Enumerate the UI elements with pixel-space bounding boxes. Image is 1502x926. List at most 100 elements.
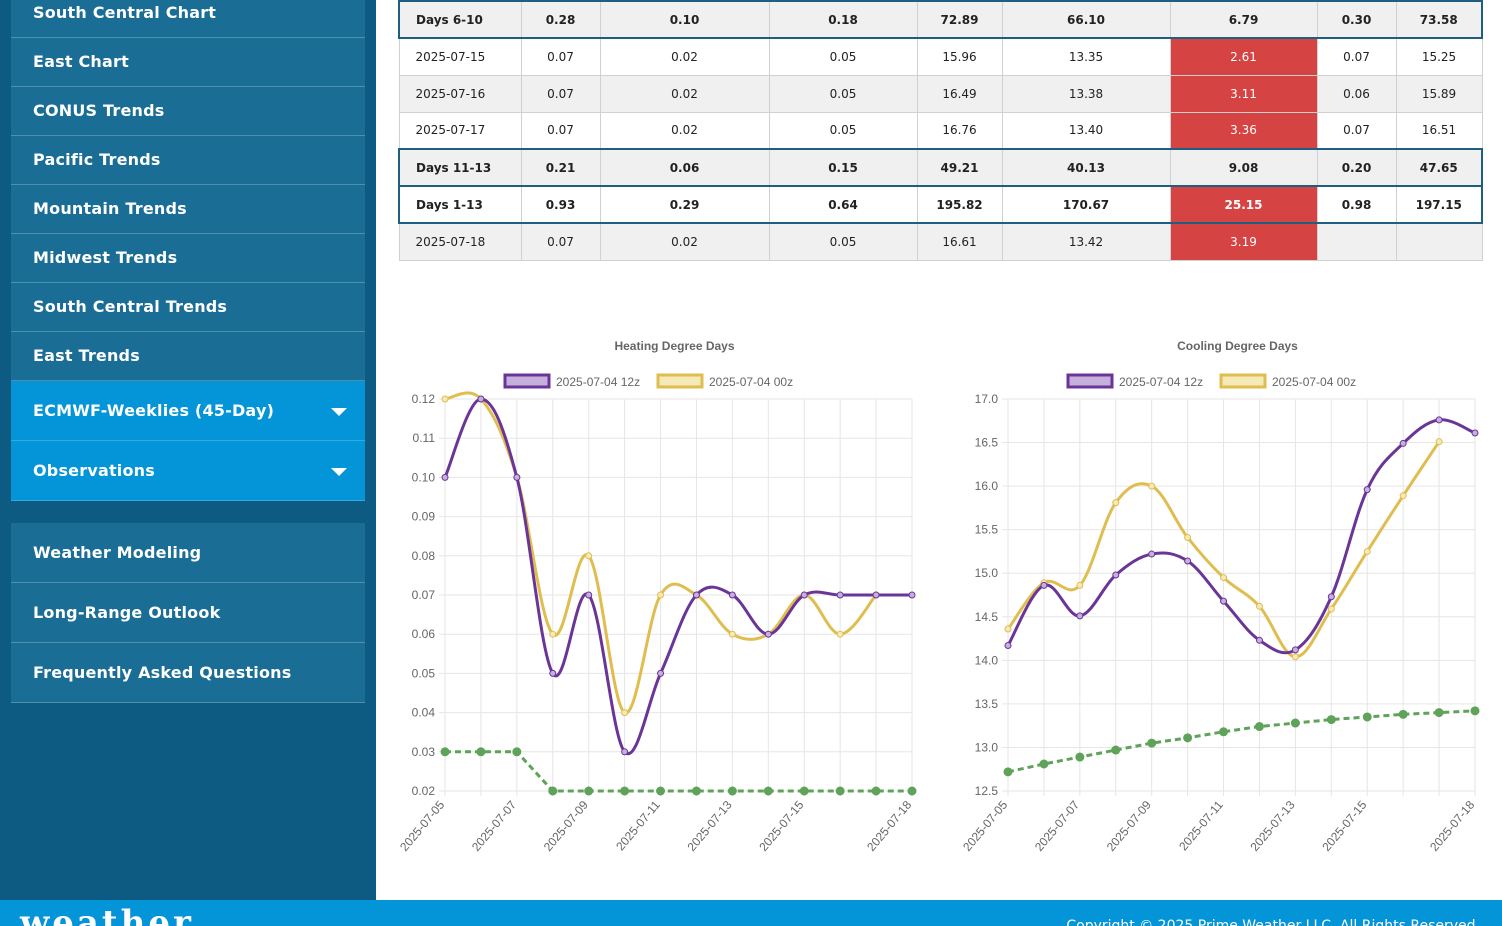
data-point [1220, 597, 1228, 605]
sidebar-item-weather-modeling[interactable]: Weather Modeling [11, 523, 365, 583]
sidebar-item-pacific-trends[interactable]: Pacific Trends [11, 136, 365, 185]
data-point [656, 786, 666, 796]
data-point [1003, 767, 1013, 777]
data-point [549, 669, 557, 677]
sidebar-item-south-central-chart[interactable]: South Central Chart [11, 0, 365, 38]
sidebar-item-east-trends[interactable]: East Trends [11, 332, 365, 381]
y-tick-label: 16.0 [975, 479, 999, 493]
table-cell: 3.19 [1169, 222, 1318, 261]
data-point [1220, 574, 1228, 582]
table-cell: 15.25 [1395, 37, 1483, 76]
x-tick-label: 2025-07-09 [1104, 798, 1154, 854]
table-cell: 13.35 [1001, 37, 1171, 76]
table-row-label: 2025-07-16 [398, 74, 522, 113]
table-cell: 3.11 [1169, 74, 1318, 113]
series-line [445, 750, 912, 793]
y-tick-label: 13.5 [975, 697, 999, 711]
sidebar-dropdown-ecmwf-weeklies[interactable]: ECMWF-Weeklies (45-Day) [11, 381, 365, 441]
legend-label: 2025-07-04 12z [1119, 375, 1203, 389]
table-cell: 0.28 [520, 0, 601, 39]
data-point [441, 395, 449, 403]
table-cell: 0.06 [1316, 74, 1397, 113]
sidebar-item-mountain-trends[interactable]: Mountain Trends [11, 185, 365, 234]
y-tick-label: 15.0 [975, 566, 999, 580]
table-row-label: Days 1-13 [398, 185, 522, 224]
table-row-label: Days 6-10 [398, 0, 522, 39]
legend-swatch [1219, 373, 1267, 389]
data-point [1040, 581, 1048, 589]
data-point [1255, 636, 1263, 644]
table-row: 2025-07-16 0.07 0.02 0.05 16.49 13.38 3.11 0.06… [398, 74, 1483, 113]
sidebar-trends-group: South Central Chart East Chart CONUS Tre… [11, 0, 365, 501]
sidebar-item-south-central-trends[interactable]: South Central Trends [11, 283, 365, 332]
sidebar-item-long-range-outlook[interactable]: Long-Range Outlook [11, 583, 365, 643]
data-point [872, 591, 880, 599]
table-row: 2025-07-15 0.07 0.02 0.05 15.96 13.35 2.61 0.07… [398, 37, 1483, 76]
table-cell: 13.38 [1001, 74, 1171, 113]
data-point [1471, 429, 1479, 437]
table-row: 2025-07-17 0.07 0.02 0.05 16.76 13.40 3.36 0.07… [398, 111, 1483, 150]
table-cell: 0.30 [1316, 0, 1397, 39]
footer-logo[interactable]: weather [20, 903, 194, 926]
data-point [908, 591, 916, 599]
data-point [621, 709, 629, 717]
data-point [1327, 593, 1335, 601]
table-cell: 0.02 [599, 222, 770, 261]
sidebar-secondary-group: Weather Modeling Long-Range Outlook Freq… [11, 523, 365, 703]
data-point [1148, 550, 1156, 558]
data-point [1254, 722, 1264, 732]
data-point [1362, 712, 1372, 722]
y-tick-label: 0.09 [412, 510, 436, 524]
sidebar-item-conus-trends[interactable]: CONUS Trends [11, 87, 365, 136]
table-cell [1395, 222, 1483, 261]
chart-title: Cooling Degree Days [1177, 339, 1298, 353]
sidebar-dropdown-label: Observations [33, 461, 155, 480]
table-cell: 0.07 [1316, 37, 1397, 76]
data-point [1399, 492, 1407, 500]
data-point [1076, 581, 1084, 589]
data-point [1291, 646, 1299, 654]
degree-days-table: Days 6-10 0.28 0.10 0.18 72.89 66.10 6.79 0.30 7… [398, 0, 1483, 261]
series-line [443, 397, 912, 756]
table-cell: 0.18 [768, 0, 918, 39]
data-point [1111, 745, 1121, 755]
data-point [728, 591, 736, 599]
y-tick-label: 0.04 [412, 706, 436, 720]
table-cell: 73.58 [1395, 0, 1483, 39]
table-cell: 0.02 [599, 74, 770, 113]
data-point [1004, 642, 1012, 650]
sidebar-item-midwest-trends[interactable]: Midwest Trends [11, 234, 365, 283]
table-cell: 0.64 [768, 185, 918, 224]
table-cell: 15.89 [1395, 74, 1483, 113]
footer: weather Copyright © 2025 Prime Weather L… [0, 900, 1502, 926]
table-cell: 3.36 [1169, 111, 1318, 150]
table-cell: 0.10 [599, 0, 770, 39]
table-row-label: 2025-07-17 [398, 111, 522, 150]
data-point [799, 786, 809, 796]
sidebar-dropdown-observations[interactable]: Observations [11, 441, 365, 501]
table-cell: 49.21 [916, 148, 1003, 187]
table-cell: 0.93 [520, 185, 601, 224]
sidebar-item-east-chart[interactable]: East Chart [11, 38, 365, 87]
table-row-label: 2025-07-18 [398, 222, 522, 261]
y-tick-label: 13.0 [975, 740, 999, 754]
data-point [1148, 482, 1156, 490]
data-point [620, 786, 630, 796]
table-cell: 66.10 [1001, 0, 1171, 39]
y-tick-label: 0.02 [412, 784, 436, 798]
table-cell: 13.40 [1001, 111, 1171, 150]
x-tick-label: 2025-07-05 [960, 798, 1010, 854]
data-point [764, 630, 772, 638]
data-point [691, 786, 701, 796]
table-cell: 0.02 [599, 111, 770, 150]
y-tick-label: 0.10 [412, 470, 436, 484]
data-point [1326, 715, 1336, 725]
table-cell: 0.02 [599, 37, 770, 76]
data-point [657, 591, 665, 599]
y-tick-label: 0.07 [412, 588, 436, 602]
sidebar-item-faq[interactable]: Frequently Asked Questions [11, 643, 365, 703]
data-point [907, 786, 917, 796]
data-point [1435, 416, 1443, 424]
data-point [836, 630, 844, 638]
table-summary-row: Days 1-13 0.93 0.29 0.64 195.82 170.67 25.15 0.… [398, 185, 1483, 224]
